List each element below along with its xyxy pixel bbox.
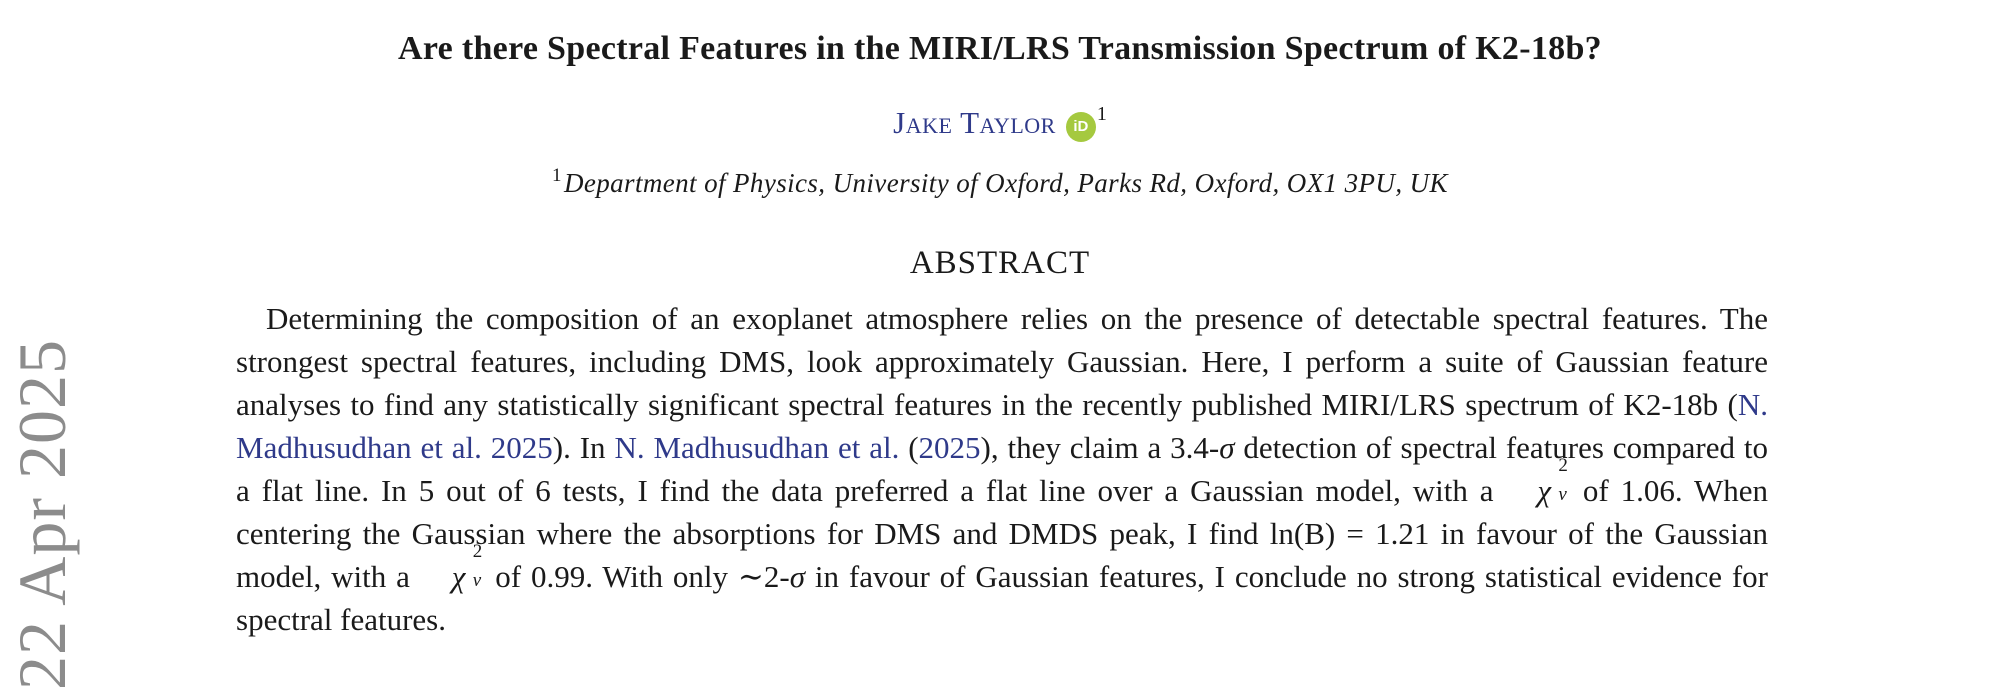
author-name[interactable]: Jake Taylor	[893, 105, 1056, 140]
arxiv-date-stamp: 22 Apr 2025	[4, 339, 80, 690]
chi-letter: χ	[1537, 473, 1552, 508]
chi-superscript: 2	[1558, 455, 1568, 476]
citation-link[interactable]: N. Madhusudhan et al. 2025	[236, 387, 1768, 465]
paper-title: Are there Spectral Features in the MIRI/…	[398, 30, 1602, 67]
orcid-icon[interactable]: iD	[1065, 112, 1096, 142]
author-line: Jake Taylor iD1	[0, 103, 2000, 142]
sigma-symbol: σ	[1219, 430, 1235, 465]
citation-link-author[interactable]: N. Madhusudhan et al.	[614, 430, 900, 465]
abstract-segment: detection of spectral features compared …	[236, 430, 1768, 508]
abstract-text: Determining the composition of an exopla…	[236, 297, 1768, 641]
abstract-segment: Determining the composition of an exopla…	[236, 301, 1768, 422]
abstract-segment: ), they claim a 3.4-	[980, 430, 1220, 465]
affiliation-text: Department of Physics, University of Oxf…	[563, 168, 1448, 198]
abstract-segment: (	[899, 430, 919, 465]
affiliation-mark: 1	[552, 165, 562, 186]
abstract-heading: ABSTRACT	[909, 245, 1091, 281]
chi-superscript: 2	[472, 541, 483, 562]
sigma-symbol: σ	[789, 559, 806, 594]
abstract-segment: of 1.06. When centering the Gaussian whe…	[236, 473, 1768, 594]
abstract-segment: in favour of Gaussian features, I conclu…	[236, 559, 1769, 637]
chi-letter: χ	[451, 559, 466, 594]
author-affiliation-mark: 1	[1096, 103, 1107, 125]
chi-subscript: ν	[472, 570, 482, 591]
abstract-segment: of 0.99. With only ∼2-	[485, 559, 790, 594]
citation-link-year[interactable]: 2025	[918, 430, 981, 465]
affiliation: 1Department of Physics, University of Ox…	[0, 165, 2000, 199]
chi-subscript: ν	[1558, 484, 1567, 505]
abstract-segment: ). In	[552, 430, 615, 465]
